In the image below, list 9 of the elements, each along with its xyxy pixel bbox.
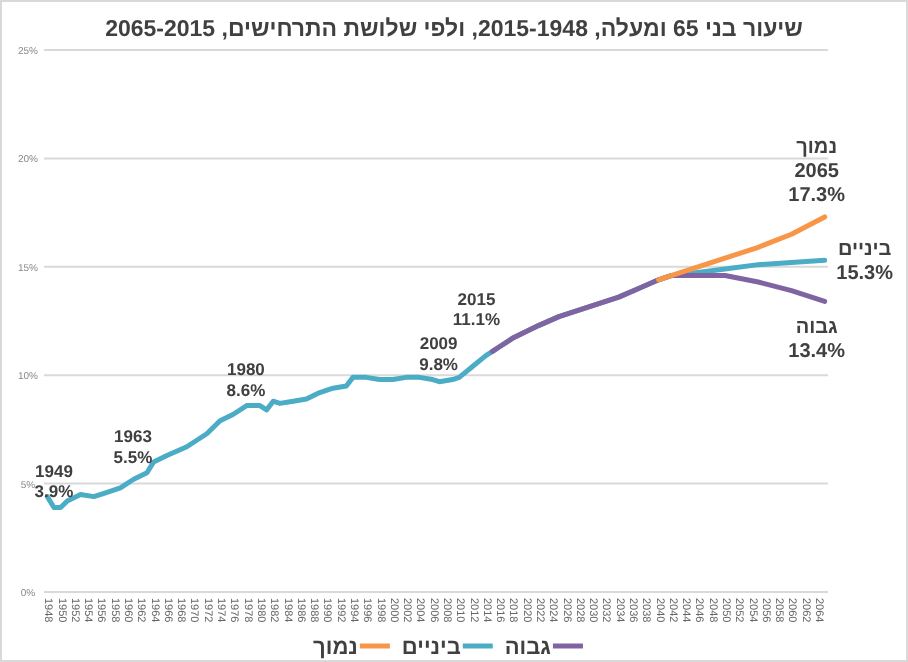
annotation: 2015 11.1% — [452, 288, 501, 330]
annotation: 1949 3.9% — [34, 461, 74, 502]
legend-label: נמוך — [313, 636, 358, 660]
annotation: 1963 5.5% — [113, 426, 153, 467]
title: שיעור בני 65 ומעלה, 2015-1948, ולפי שלושת התרחישים, 2065-2015 — [105, 18, 803, 42]
annotation: 2009 9.8% — [419, 333, 458, 374]
legend-label: גבוה — [504, 636, 551, 660]
annotation: 1980 8.6% — [226, 359, 266, 400]
legend-label: ביניים — [401, 636, 461, 660]
